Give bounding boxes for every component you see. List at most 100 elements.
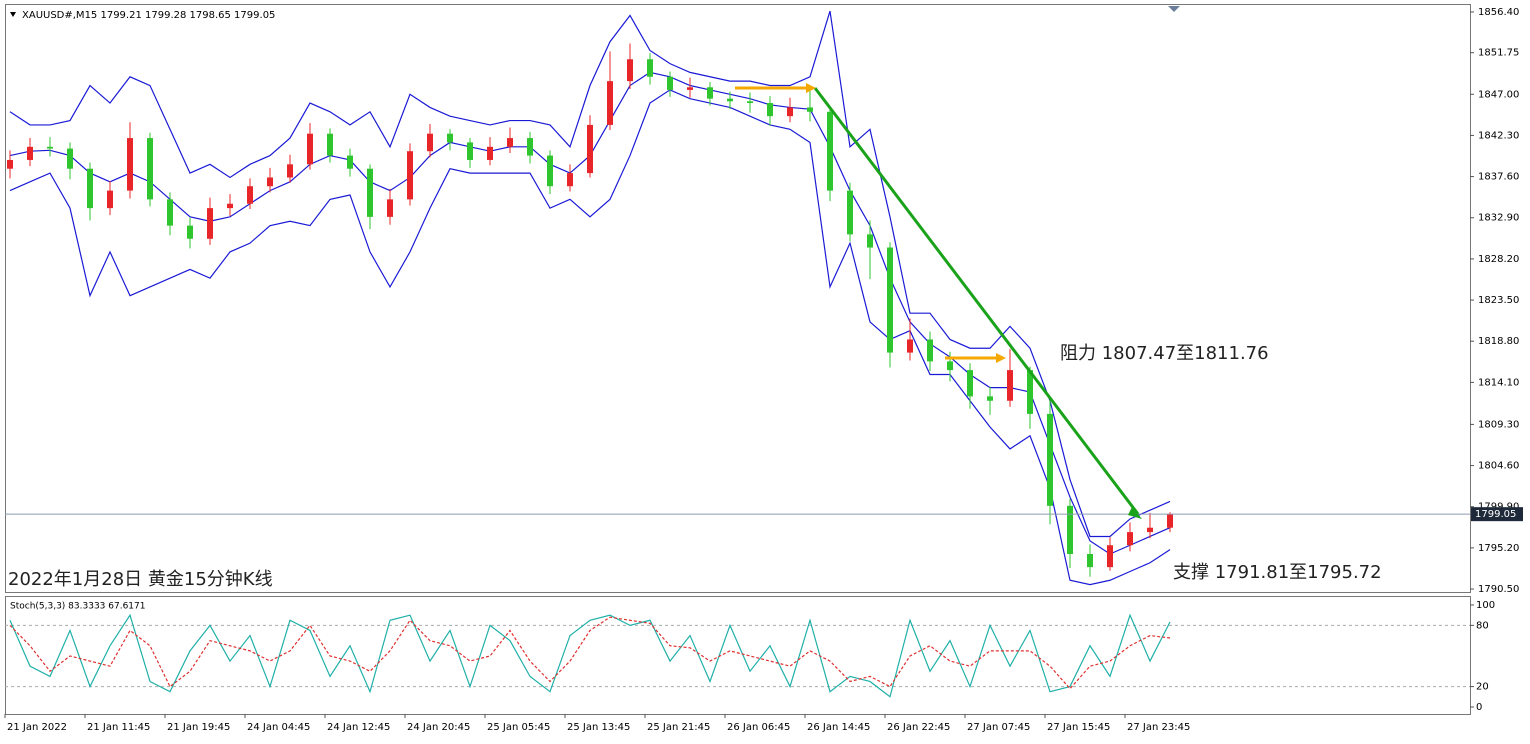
candle-body bbox=[1027, 370, 1033, 414]
candle-body bbox=[747, 101, 753, 104]
resistance-arrowhead bbox=[806, 83, 816, 93]
resistance-label: 阻力 1807.47至1811.76 bbox=[1060, 343, 1269, 364]
y-tick-label: 1818.80 bbox=[1478, 336, 1519, 347]
candle-body bbox=[407, 151, 413, 200]
band-line bbox=[9, 89, 1171, 586]
candle-body bbox=[1067, 505, 1073, 554]
plot-area: 1856.40 1851.75 1847.00 1842.30 1837.60 1832.… bbox=[4, 7, 1523, 733]
resistance-arrowhead bbox=[996, 353, 1006, 363]
candle-body bbox=[447, 133, 453, 143]
candle-body bbox=[27, 146, 33, 160]
candle-body bbox=[907, 339, 913, 353]
candle-body bbox=[887, 247, 893, 353]
candle-body bbox=[547, 155, 553, 187]
candle-body bbox=[647, 59, 653, 77]
oscillator-line bbox=[9, 616, 1171, 690]
candle-body bbox=[847, 190, 853, 235]
x-tick-label: 21 Jan 19:45 bbox=[167, 722, 230, 733]
candle-body bbox=[227, 203, 233, 209]
candle-body bbox=[967, 370, 973, 397]
candle-body bbox=[307, 133, 313, 165]
oscillator-line bbox=[9, 613, 1171, 698]
trend-annotations bbox=[735, 83, 1142, 519]
x-tick-label: 25 Jan 13:45 bbox=[567, 722, 630, 733]
y-tick-label: 80 bbox=[1476, 620, 1489, 631]
oscillator-panel bbox=[5, 596, 1471, 715]
x-tick-label: 21 Jan 2022 bbox=[7, 722, 67, 733]
chart-header: XAUUSD#,M15 1799.21 1799.28 1798.65 1799… bbox=[22, 10, 275, 21]
x-tick-label: 21 Jan 11:45 bbox=[87, 722, 150, 733]
candle-body bbox=[67, 148, 73, 169]
x-tick-label: 25 Jan 21:45 bbox=[647, 722, 710, 733]
candle-body bbox=[827, 111, 833, 191]
y-tick-label: 1795.20 bbox=[1478, 543, 1519, 554]
chart-caption: 2022年1月28日 黄金15分钟K线 bbox=[8, 569, 273, 590]
band-line bbox=[9, 10, 1171, 538]
y-tick-label: 1851.75 bbox=[1478, 48, 1519, 59]
x-tick-label: 24 Jan 20:45 bbox=[407, 722, 470, 733]
candle-body bbox=[1047, 413, 1053, 506]
x-tick-label: 27 Jan 15:45 bbox=[1047, 722, 1110, 733]
candle-body bbox=[667, 76, 673, 90]
candle-body bbox=[1147, 527, 1153, 533]
y-tick-label: 1837.60 bbox=[1478, 172, 1519, 183]
y-tick-label: 1828.20 bbox=[1478, 254, 1519, 265]
candle-body bbox=[387, 199, 393, 217]
candle-body bbox=[127, 138, 133, 191]
candle-body bbox=[7, 159, 13, 169]
candle-body bbox=[147, 138, 153, 200]
x-tick-label: 24 Jan 04:45 bbox=[247, 722, 310, 733]
candle-body bbox=[487, 146, 493, 160]
y-tick-label: 20 bbox=[1476, 682, 1489, 693]
candle-body bbox=[87, 168, 93, 209]
menu-marker bbox=[10, 12, 16, 17]
candle-body bbox=[527, 138, 533, 156]
candle-body bbox=[187, 225, 193, 239]
candle-body bbox=[287, 164, 293, 178]
candle-body bbox=[687, 87, 693, 90]
x-tick-label: 26 Jan 14:45 bbox=[807, 722, 870, 733]
candle-body bbox=[267, 177, 273, 187]
trend-arrowhead bbox=[1128, 507, 1142, 519]
y-tick-label: 1809.30 bbox=[1478, 419, 1519, 430]
candle-body bbox=[1127, 532, 1133, 546]
y-tick-label: 1804.60 bbox=[1478, 461, 1519, 472]
candle-body bbox=[467, 142, 473, 160]
trend-line bbox=[813, 87, 1140, 515]
candle-body bbox=[47, 146, 53, 149]
x-tick-label: 26 Jan 22:45 bbox=[887, 722, 950, 733]
x-tick-label: 27 Jan 23:45 bbox=[1127, 722, 1190, 733]
candle-body bbox=[247, 186, 253, 204]
candle-body bbox=[1107, 545, 1113, 568]
candle-body bbox=[367, 168, 373, 217]
support-label: 支撑 1791.81至1795.72 bbox=[1173, 562, 1382, 583]
x-tick-label: 26 Jan 06:45 bbox=[727, 722, 790, 733]
shift-marker bbox=[1168, 6, 1180, 12]
y-tick-label: 1832.90 bbox=[1478, 213, 1519, 224]
x-tick-label: 27 Jan 07:45 bbox=[967, 722, 1030, 733]
candle-body bbox=[167, 199, 173, 226]
x-tick-label: 24 Jan 12:45 bbox=[327, 722, 390, 733]
x-tick-label: 25 Jan 05:45 bbox=[487, 722, 550, 733]
candle-body bbox=[347, 155, 353, 169]
candle-body bbox=[1167, 514, 1173, 528]
oscillator-header: Stoch(5,3,3) 83.3333 67.6171 bbox=[10, 602, 145, 612]
y-tick-label: 0 bbox=[1476, 702, 1482, 713]
candle-body bbox=[867, 234, 873, 248]
candle-body bbox=[207, 208, 213, 239]
candle-body bbox=[727, 98, 733, 102]
candle-body bbox=[787, 107, 793, 117]
candle-body bbox=[1007, 370, 1013, 401]
last-price-box bbox=[1471, 507, 1523, 522]
candle-body bbox=[107, 190, 113, 209]
candle-body bbox=[627, 59, 633, 82]
last-price-label: 1799.05 bbox=[1475, 509, 1516, 520]
candle-body bbox=[707, 87, 713, 99]
candle-body bbox=[927, 339, 933, 362]
main-panel bbox=[5, 4, 1471, 593]
y-tick-label: 1790.50 bbox=[1478, 584, 1519, 595]
candle-body bbox=[947, 361, 953, 371]
candle-body bbox=[507, 138, 513, 147]
y-tick-label: 100 bbox=[1476, 600, 1495, 611]
